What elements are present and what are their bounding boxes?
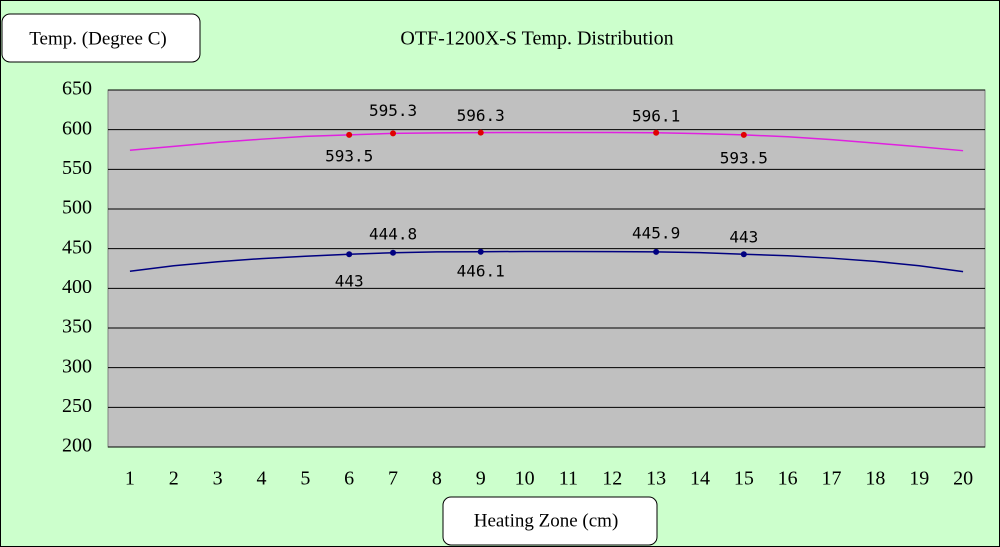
y-tick-label: 300 xyxy=(62,355,92,377)
y-tick-label: 400 xyxy=(62,276,92,298)
marker xyxy=(740,131,747,138)
x-tick-label: 3 xyxy=(213,468,223,490)
y-tick-label: 450 xyxy=(62,236,92,258)
x-tick-label: 16 xyxy=(778,468,798,490)
data-label: 593.5 xyxy=(325,146,373,165)
data-label: 596.1 xyxy=(632,106,680,125)
x-label-box xyxy=(442,496,658,546)
data-label: 444.8 xyxy=(369,224,417,243)
x-tick-label: 19 xyxy=(909,468,929,490)
x-tick-label: 2 xyxy=(169,468,179,490)
y-tick-label: 550 xyxy=(62,157,92,179)
y-label-box xyxy=(1,13,201,63)
x-tick-label: 4 xyxy=(256,468,266,490)
x-tick-label: 18 xyxy=(865,468,885,490)
x-tick-label: 12 xyxy=(602,468,622,490)
marker xyxy=(477,248,484,255)
x-tick-label: 14 xyxy=(690,468,710,490)
x-tick-label: 20 xyxy=(953,468,973,490)
x-tick-label: 17 xyxy=(822,468,842,490)
data-label: 443 xyxy=(335,272,364,291)
y-tick-label: 500 xyxy=(62,197,92,219)
line xyxy=(129,250,964,273)
data-label: 445.9 xyxy=(632,223,680,242)
marker xyxy=(477,129,484,136)
marker xyxy=(346,131,353,138)
x-tick-label: 11 xyxy=(559,468,578,490)
line xyxy=(129,131,964,152)
y-tick-label: 600 xyxy=(62,117,92,139)
x-tick-label: 9 xyxy=(476,468,486,490)
y-tick-label: 200 xyxy=(62,435,92,457)
plot-area xyxy=(107,89,986,448)
chart-title: OTF-1200X-S Temp. Distribution xyxy=(400,28,673,50)
marker xyxy=(653,129,660,136)
x-tick-label: 5 xyxy=(300,468,310,490)
data-label: 596.3 xyxy=(457,106,505,125)
x-tick-label: 13 xyxy=(646,468,666,490)
marker xyxy=(740,251,747,258)
data-label: 446.1 xyxy=(457,261,505,280)
x-tick-label: 1 xyxy=(125,468,135,490)
y-tick-label: 250 xyxy=(62,395,92,417)
y-tick-label: 650 xyxy=(62,78,92,100)
y-axis-label: Temp. (Degree C) xyxy=(29,28,166,49)
x-axis-label: Heating Zone (cm) xyxy=(474,510,619,531)
y-tick-label: 350 xyxy=(62,316,92,338)
marker xyxy=(390,249,397,256)
marker xyxy=(346,251,353,258)
x-tick-label: 7 xyxy=(388,468,398,490)
x-tick-label: 15 xyxy=(734,468,754,490)
data-label: 443 xyxy=(729,228,758,247)
x-tick-label: 10 xyxy=(515,468,535,490)
data-label: 593.5 xyxy=(720,148,768,167)
marker xyxy=(653,248,660,255)
x-tick-label: 8 xyxy=(432,468,442,490)
data-label: 595.3 xyxy=(369,101,417,120)
marker xyxy=(390,130,397,137)
x-tick-label: 6 xyxy=(344,468,354,490)
